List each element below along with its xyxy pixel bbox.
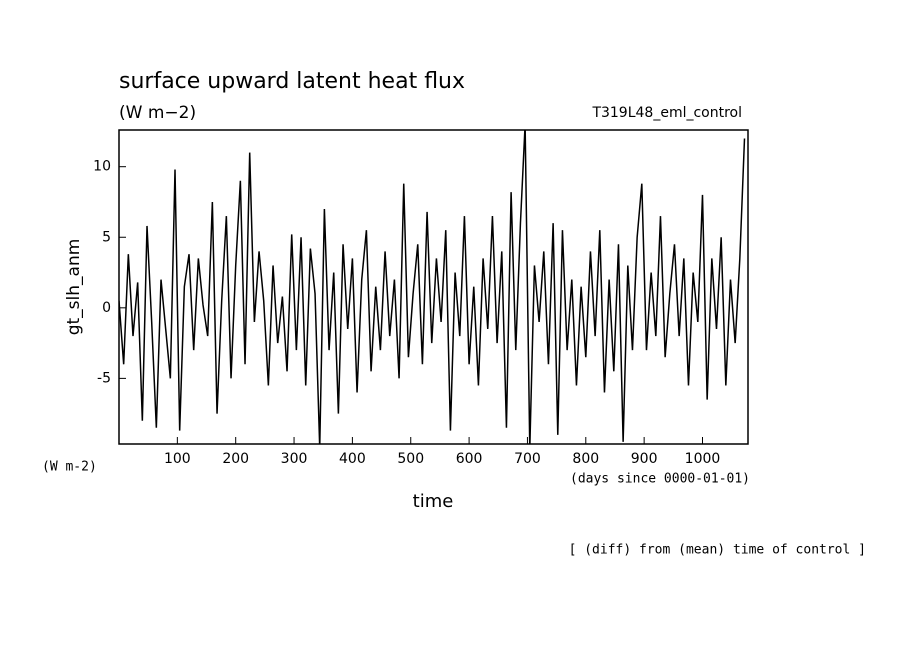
x-axis-label: time — [413, 491, 454, 512]
x-tick-label: 600 — [456, 451, 483, 467]
x-tick-label: 500 — [397, 451, 424, 467]
y-unit-label: (W m-2) — [42, 460, 97, 475]
x-tick-label: 1000 — [685, 451, 721, 467]
x-tick-label: 200 — [222, 451, 249, 467]
chart-subtitle: (W m−2) — [119, 103, 196, 123]
y-tick-label: 0 — [102, 300, 111, 316]
x-tick-label: 700 — [514, 451, 541, 467]
x-tick-label: 800 — [572, 451, 599, 467]
y-tick-label: 5 — [102, 229, 111, 245]
y-tick-label: 10 — [93, 159, 111, 175]
x-tick-label: 900 — [631, 451, 658, 467]
x-tick-label: 100 — [164, 451, 191, 467]
y-tick-label: -5 — [97, 370, 111, 386]
experiment-label: T319L48_eml_control — [591, 105, 742, 121]
chart-title: surface upward latent heat flux — [119, 69, 465, 94]
footnote: [ (diff) from (mean) time of control ] — [569, 543, 866, 558]
x-tick-label: 300 — [281, 451, 308, 467]
x-unit-label: (days since 0000-01-01) — [570, 472, 750, 487]
plot-frame — [118, 129, 749, 445]
y-axis-label: gt_slh_anm — [64, 239, 84, 336]
x-tick-label: 400 — [339, 451, 366, 467]
data-line — [119, 130, 746, 444]
